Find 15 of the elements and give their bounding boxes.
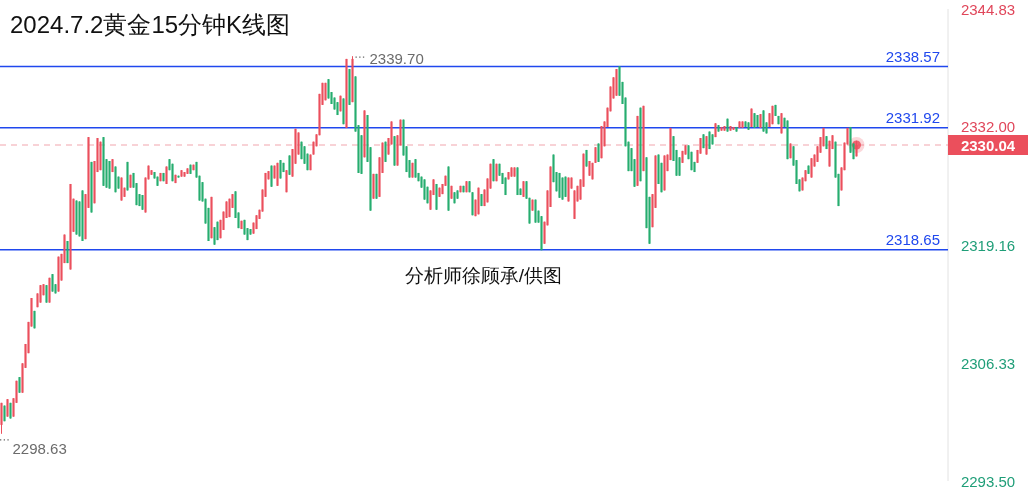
y-tick-label: 2332.00: [960, 118, 1016, 136]
y-tick-label: 2319.16: [960, 236, 1016, 254]
y-tick-label: 2344.83: [960, 0, 1016, 18]
ref-line-label: 2330.04: [960, 136, 1016, 154]
ref-line-label: 2330.04: [948, 135, 1028, 155]
ref-line-label: 2318.65: [885, 230, 940, 248]
candlestick: [288, 154, 291, 176]
annotation: 2298.63: [12, 439, 67, 457]
annotation: 2339.70: [369, 50, 424, 68]
annotation: 分析师徐顾承/供图: [404, 265, 563, 286]
title: 2024.7.2黄金15分钟K线图: [10, 11, 291, 38]
y-tick-label: 2293.50: [960, 472, 1016, 490]
y-tick-label: 2306.33: [960, 354, 1016, 372]
ref-line-label: 2331.92: [885, 108, 940, 126]
ref-line-label: 2338.57: [885, 47, 940, 65]
